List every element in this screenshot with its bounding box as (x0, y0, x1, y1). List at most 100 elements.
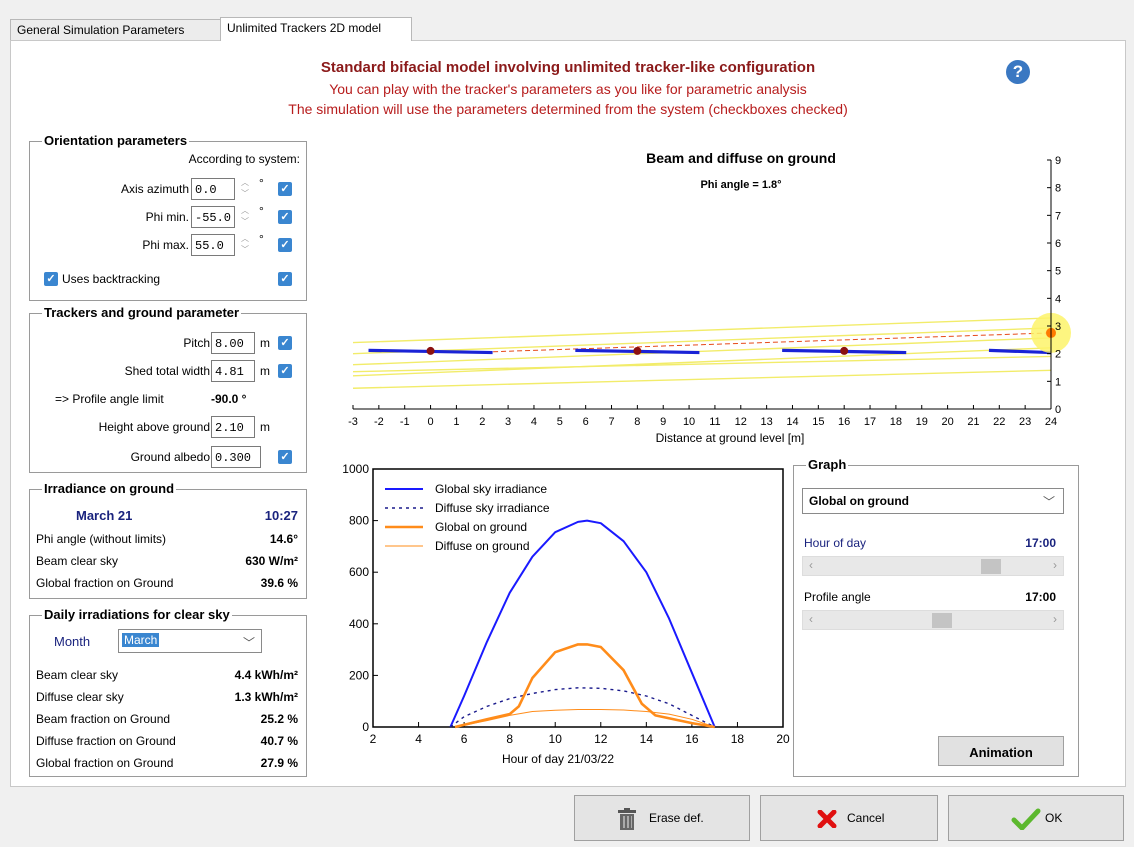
ok-label: OK (1045, 811, 1063, 825)
uses-backtracking-label: Uses backtracking (62, 272, 161, 286)
erase-def-button[interactable]: Erase def. (574, 795, 750, 841)
x-tick-label: 22 (993, 416, 1005, 428)
series-line (449, 519, 716, 728)
chevron-left-icon: ‹ (809, 612, 813, 626)
x-tick-label: 12 (594, 732, 608, 746)
x-tick-label: 12 (735, 416, 747, 428)
pitch-input[interactable]: 8.00 (211, 332, 255, 354)
phi-min-spinner[interactable]: ︿ ﹀ (241, 206, 249, 226)
phi-min-input[interactable]: -55.0 (191, 206, 235, 228)
daily-row-label: Diffuse clear sky (36, 690, 124, 704)
global-fraction-value: 39.6 % (260, 576, 298, 590)
daily-group: Daily irradiations for clear sky Month M… (29, 607, 307, 777)
shed-width-checkbox[interactable]: ✓ (278, 364, 292, 378)
x-tick-label: 2 (370, 732, 377, 746)
albedo-checkbox[interactable]: ✓ (278, 450, 292, 464)
x-tick-label: 9 (660, 416, 666, 428)
uses-backtracking-checkbox[interactable]: ✓ (44, 272, 58, 286)
trash-icon (618, 808, 636, 830)
phi-max-spinner[interactable]: ︿ ﹀ (241, 234, 249, 254)
profile-angle-slider[interactable]: ‹ › (802, 610, 1064, 630)
cancel-button[interactable]: Cancel (760, 795, 938, 841)
series-line (454, 709, 715, 728)
x-tick-label: -1 (400, 416, 410, 428)
pitch-checkbox[interactable]: ✓ (278, 336, 292, 350)
albedo-input[interactable]: 0.300 (211, 446, 261, 468)
legend-label: Diffuse sky irradiance (435, 501, 550, 515)
month-select[interactable]: March ﹀ (118, 629, 262, 653)
subtitle-line-1: You can play with the tracker's paramete… (329, 81, 807, 97)
x-tick-label: 11 (709, 416, 720, 428)
x-tick-label: 1 (453, 416, 459, 428)
profile-angle-limit-label: => Profile angle limit (55, 392, 164, 406)
graph-type-value: Global on ground (809, 494, 909, 508)
backtracking-system-checkbox[interactable]: ✓ (278, 272, 292, 286)
hour-of-day-slider[interactable]: ‹ › (802, 556, 1064, 576)
y-tick-label: 6 (1055, 238, 1061, 250)
phi-angle-label: Phi angle (without limits) (36, 532, 167, 546)
x-tick-label: 17 (864, 416, 876, 428)
daily-title: Daily irradiations for clear sky (42, 607, 232, 622)
tab-general-simulation-parameters[interactable]: General Simulation Parameters (10, 19, 224, 40)
profile-slider-thumb[interactable] (932, 613, 953, 628)
x-tick-label: 20 (941, 416, 953, 428)
animation-label: Animation (969, 745, 1033, 760)
x-tick-label: 5 (557, 416, 563, 428)
degree-unit: ° (259, 204, 264, 218)
albedo-label: Ground albedo (130, 450, 210, 464)
phi-max-checkbox[interactable]: ✓ (278, 238, 292, 252)
daily-row-label: Beam clear sky (36, 668, 119, 682)
axis-azimuth-spinner[interactable]: ︿ ﹀ (241, 178, 249, 198)
phi-min-checkbox[interactable]: ✓ (278, 210, 292, 224)
phi-min-label: Phi min. (145, 210, 189, 224)
shed-width-input[interactable]: 4.81 (211, 360, 255, 382)
daily-row-label: Diffuse fraction on Ground (36, 734, 176, 748)
y-tick-label: 8 (1055, 183, 1061, 195)
phi-angle-value: 14.6° (269, 532, 298, 546)
x-tick-label: 2 (479, 416, 485, 428)
x-tick-label: 16 (685, 732, 699, 746)
check-icon (1011, 808, 1041, 830)
x-tick-label: 6 (461, 732, 468, 746)
tab-unlimited-trackers[interactable]: Unlimited Trackers 2D model (220, 17, 412, 41)
daily-row-value: 1.3 kWh/m² (234, 690, 298, 704)
daily-row-label: Global fraction on Ground (36, 756, 174, 770)
pitch-unit: m (260, 336, 270, 350)
series-line (449, 687, 716, 728)
beam-line (352, 337, 1052, 366)
irradiance-group: Irradiance on ground March 21 10:27 Phi … (29, 481, 307, 599)
x-tick-label: 16 (838, 416, 850, 428)
axis-azimuth-label: Axis azimuth (120, 182, 189, 196)
axis-azimuth-input[interactable]: 0.0 (191, 178, 235, 200)
x-tick-label: 10 (683, 416, 695, 428)
ok-button[interactable]: OK (948, 795, 1124, 841)
chevron-right-icon: › (1053, 558, 1057, 572)
hour-of-day-label: Hour of day (804, 536, 867, 550)
y-tick-label: 800 (349, 514, 369, 528)
y-tick-label: 5 (1055, 266, 1061, 278)
daily-row-value: 27.9 % (260, 756, 298, 770)
ground-chart: Beam and diffuse on ground Phi angle = 1… (348, 150, 1071, 445)
month-label: Month (54, 634, 91, 649)
close-icon (817, 810, 837, 828)
x-tick-label: 8 (634, 416, 640, 428)
animation-button[interactable]: Animation (938, 736, 1064, 766)
tracker-pivot (840, 346, 849, 355)
beam-line (352, 317, 1052, 344)
height-input[interactable]: 2.10 (211, 416, 255, 438)
y-tick-label: 1000 (342, 462, 369, 476)
hour-slider-thumb[interactable] (980, 559, 1001, 574)
x-tick-label: 21 (967, 416, 979, 428)
phi-max-input[interactable]: 55.0 (191, 234, 235, 256)
help-icon[interactable]: ? (1006, 60, 1030, 84)
beam-line (352, 347, 1052, 377)
x-tick-label: 10 (549, 732, 563, 746)
pitch-label: Pitch (183, 336, 210, 350)
y-tick-label: 1 (1055, 376, 1061, 388)
axis-azimuth-checkbox[interactable]: ✓ (278, 182, 292, 196)
graph-type-select[interactable]: Global on ground ﹀ (802, 488, 1064, 514)
shed-width-label: Shed total width (124, 364, 210, 378)
x-tick-label: -2 (374, 416, 384, 428)
erase-def-label: Erase def. (649, 811, 704, 825)
chevron-right-icon: › (1053, 612, 1057, 626)
